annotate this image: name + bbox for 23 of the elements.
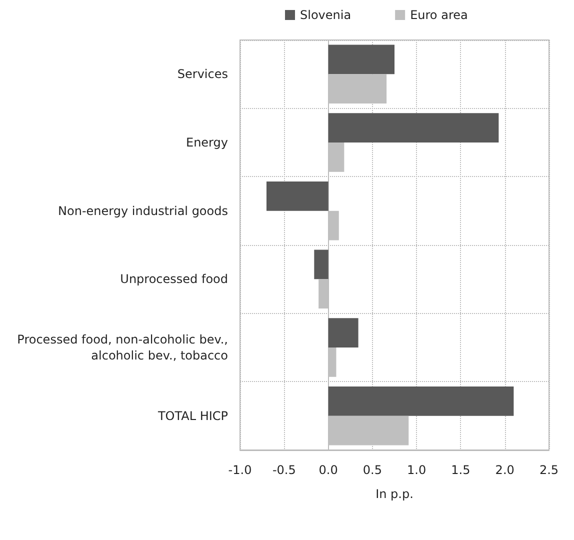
x-tick-label: 1.0 xyxy=(407,463,426,477)
bar xyxy=(328,386,514,416)
y-tick-label: Energy xyxy=(186,136,228,150)
y-tick-label: Non-energy industrial goods xyxy=(58,204,228,218)
legend-label: Slovenia xyxy=(300,8,352,22)
y-tick-label: Unprocessed food xyxy=(120,272,228,286)
legend-label: Euro area xyxy=(410,8,468,22)
x-tick-label: -0.5 xyxy=(272,463,296,477)
x-tick-label: 2.0 xyxy=(495,463,514,477)
x-tick-label: 0.0 xyxy=(318,463,338,477)
y-tick-label: Processed food, non-alcoholic bev., alcoholic bev., tobacco xyxy=(17,332,228,362)
x-axis-title: In p.p. xyxy=(376,487,414,501)
y-tick-label: Services xyxy=(177,67,228,82)
bar xyxy=(328,44,394,74)
bar xyxy=(328,318,358,348)
bar xyxy=(266,181,328,211)
x-tick-label: 2.5 xyxy=(539,463,559,477)
y-tick-label: TOTAL HICP xyxy=(156,408,228,423)
bar xyxy=(314,250,328,280)
x-tick-label: -1.0 xyxy=(228,463,252,477)
bar xyxy=(328,113,499,142)
x-tick-label: 0.5 xyxy=(362,463,382,477)
x-tick-label: 1.5 xyxy=(451,463,470,477)
